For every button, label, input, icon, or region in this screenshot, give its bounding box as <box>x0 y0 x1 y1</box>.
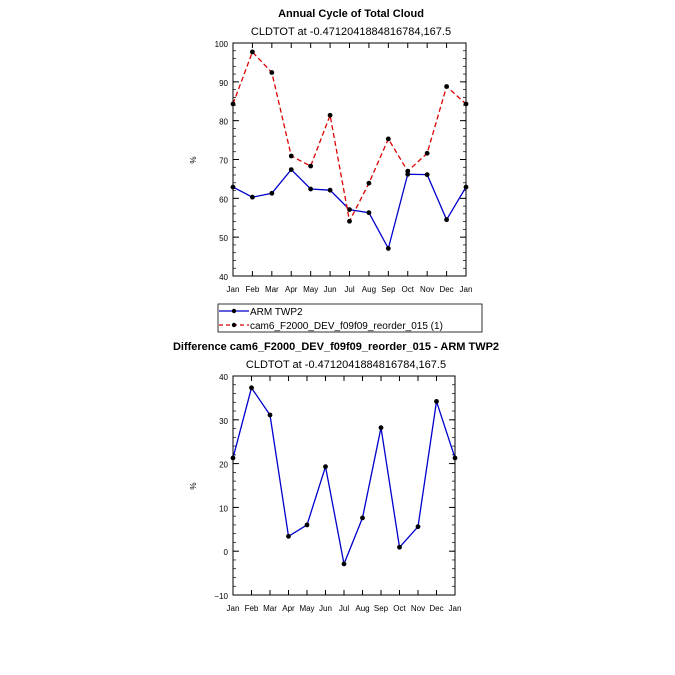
chart2-series-0-point <box>397 544 402 550</box>
chart1-ytick-label: 100 <box>215 40 229 49</box>
chart1-ylabel: % <box>189 156 198 163</box>
chart2-series-0-point <box>323 464 328 470</box>
chart2-xtick-label: Oct <box>393 604 406 613</box>
chart2-series-0-point <box>378 425 384 431</box>
chart2-frame <box>232 375 456 596</box>
legend-marker-arm <box>231 308 237 314</box>
chart2-xtick-label: Nov <box>411 604 425 613</box>
chart2-ytick-label: 10 <box>219 504 228 513</box>
chart1-ytick-label: 70 <box>219 157 228 166</box>
chart1-series-0-point <box>327 187 333 193</box>
chart1-ytick-label: 90 <box>219 79 228 88</box>
chart1-xtick-label: Apr <box>285 285 298 294</box>
chart1-series-0-point <box>444 217 449 223</box>
chart2-series-0-point <box>304 522 310 528</box>
chart1-xtick-label: May <box>303 285 318 294</box>
chart1-xtick-label: Jan <box>460 285 473 294</box>
chart1-xtick-label: Jan <box>227 285 240 294</box>
chart2-series-line-0 <box>232 386 456 567</box>
chart1-ytick-label: 80 <box>219 118 228 127</box>
chart2-series-0-point <box>249 385 254 391</box>
chart1-ytick-label: 40 <box>219 273 228 282</box>
chart1-xtick-label: Sep <box>381 285 396 294</box>
legend-marker-model <box>231 322 237 328</box>
chart2-series-0-point <box>415 524 421 530</box>
chart2-series-0-point <box>286 533 291 539</box>
chart2-xtick-label: Jan <box>227 604 240 613</box>
chart2-series-0-point <box>360 515 365 521</box>
chart1-series-1-point <box>347 218 352 224</box>
chart1-series-0-point <box>347 207 352 212</box>
chart1-series-0-point <box>308 186 314 192</box>
chart1-series-0-point <box>288 167 294 172</box>
chart2-plot-area <box>230 385 458 567</box>
chart1-series-1-point <box>444 84 449 89</box>
chart1-series-1-point <box>308 163 314 169</box>
chart1-xtick-label: Nov <box>420 285 434 294</box>
chart2-subtitle: CLDTOT at -0.4712041884816784,167.5 <box>246 359 446 371</box>
chart1-xtick-label: Dec <box>439 285 453 294</box>
chart2-xtick-label: Feb <box>245 604 259 613</box>
chart1-xtick-label: Jun <box>324 285 337 294</box>
chart1-plot-area <box>230 49 469 251</box>
chart1-series-0-point <box>385 246 391 251</box>
chart2-ylabel: % <box>189 482 198 489</box>
chart2-ytick-label: 30 <box>219 417 228 426</box>
chart2-ytick-label: −10 <box>214 592 228 601</box>
chart2-series-0-point <box>341 561 347 567</box>
chart2-title: Difference cam6_F2000_DEV_f09f09_reorder… <box>173 341 499 353</box>
legend-label-model: cam6_F2000_DEV_f09f09_reorder_015 (1) <box>250 321 443 332</box>
chart1-ticks: Jan Feb Mar Apr May Jun Jul Aug Sep Oct Nov Dec Jan 4… <box>215 40 473 294</box>
chart1-series-1-point <box>366 180 372 186</box>
chart1-frame <box>232 42 467 277</box>
chart1-ytick-label: 60 <box>219 195 228 204</box>
chart1-xtick-label: Oct <box>402 285 415 294</box>
chart1-subtitle: CLDTOT at -0.4712041884816784,167.5 <box>251 26 451 38</box>
chart1-series-0-point <box>250 194 255 200</box>
chart1-series-1-point <box>250 49 255 55</box>
chart2-ytick-label: 40 <box>219 373 228 382</box>
chart1-ytick-label: 50 <box>219 234 228 243</box>
chart1-series-1-point <box>327 112 333 118</box>
chart1-xtick-label: Feb <box>246 285 260 294</box>
chart1-series-0-point <box>269 190 275 196</box>
chart2-ytick-label: 20 <box>219 461 228 470</box>
chart1-legend: ARM TWP2 cam6_F2000_DEV_f09f09_reorder_0… <box>217 303 483 333</box>
chart1-series-0-point <box>424 172 430 178</box>
chart1-series-1-point <box>424 150 430 156</box>
chart1-series-1-point <box>405 168 411 174</box>
chart1-series-1-point <box>385 136 391 142</box>
chart2-xtick-label: Sep <box>374 604 389 613</box>
chart1-xtick-label: Mar <box>265 285 279 294</box>
chart2-series-0-point <box>434 399 439 404</box>
chart2-xtick-label: Jul <box>339 604 349 613</box>
chart1-xtick-label: Aug <box>362 285 376 294</box>
legend-box <box>217 303 483 333</box>
chart2-xtick-label: Apr <box>282 604 295 613</box>
chart1-series-line-1 <box>232 50 467 224</box>
chart2-xtick-label: Jan <box>449 604 462 613</box>
chart2-xtick-label: Jun <box>319 604 332 613</box>
chart1-xtick-label: Jul <box>344 285 354 294</box>
chart1-series-1-point <box>288 153 294 159</box>
chart2-xtick-label: Dec <box>429 604 443 613</box>
chart1-series-0-point <box>366 210 372 216</box>
chart2-xtick-label: May <box>299 604 314 613</box>
chart1-series-1-point <box>269 70 275 75</box>
chart2-ticks: Jan Feb Mar Apr May Jun Jul Aug Sep Oct Nov Dec Jan −… <box>214 373 461 613</box>
legend-label-arm: ARM TWP2 <box>250 307 303 318</box>
chart1-title: Annual Cycle of Total Cloud <box>278 8 424 20</box>
chart2-xtick-label: Mar <box>263 604 277 613</box>
chart2-ytick-label: 0 <box>224 548 229 557</box>
chart2-series-0-point <box>267 412 273 418</box>
chart2-xtick-label: Aug <box>355 604 369 613</box>
